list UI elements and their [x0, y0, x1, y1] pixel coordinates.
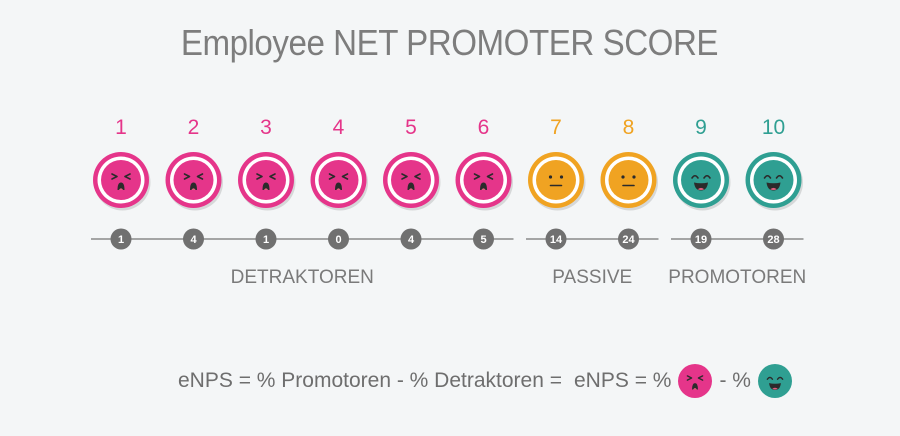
- score-label: 1: [115, 116, 127, 139]
- score-label: 8: [623, 116, 635, 139]
- frustrated-face-icon: [310, 152, 368, 211]
- count-badge: [400, 228, 422, 250]
- frustrated-face-icon: [238, 152, 296, 211]
- category-label: PASSIVE: [552, 267, 632, 288]
- category-label: DETRAKTOREN: [231, 267, 374, 288]
- count-label: 4: [190, 234, 197, 246]
- formula-right-start-text: eNPS = %: [574, 369, 672, 392]
- formula-left-text: eNPS = % Promotoren - % Detraktoren =: [178, 369, 562, 392]
- category-label: PROMOTOREN: [668, 267, 806, 288]
- score-label: 3: [260, 116, 272, 139]
- count-badge: [545, 228, 567, 250]
- frustrated-face-icon: [165, 152, 223, 211]
- count-label: 19: [695, 234, 707, 246]
- count-label: 1: [263, 234, 269, 246]
- happy-face-icon: [745, 152, 803, 211]
- count-badge: [328, 228, 349, 250]
- count-badge: [473, 228, 494, 250]
- happy-face-icon: [673, 152, 731, 211]
- happy-face-glyph: [757, 364, 792, 398]
- score-label: 2: [188, 116, 200, 139]
- score-label: 7: [550, 116, 562, 139]
- frustrated-face-glyph: [678, 364, 713, 398]
- count-badge: [110, 228, 132, 250]
- count-badge: [255, 228, 277, 250]
- score-label: 4: [333, 116, 345, 139]
- count-badge: [618, 228, 639, 250]
- count-label: 28: [767, 234, 779, 246]
- score-label: 10: [762, 116, 785, 139]
- chart-title: Employee NET PROMOTER SCORE: [180, 22, 719, 63]
- frustrated-face-icon: [383, 152, 441, 211]
- score-label: 5: [405, 116, 417, 139]
- happy-face-icon: [757, 364, 792, 398]
- count-label: 5: [480, 234, 486, 246]
- count-label: 0: [335, 234, 341, 246]
- neutral-face-icon: [600, 152, 658, 211]
- frustrated-face-icon: [678, 364, 713, 398]
- formula-right-mid-text: - %: [719, 369, 751, 392]
- frustrated-face-icon: [93, 152, 151, 211]
- count-label: 1: [118, 234, 124, 246]
- count-label: 4: [408, 234, 415, 246]
- count-badge: [690, 228, 712, 250]
- count-badge: [763, 228, 784, 250]
- neutral-face-icon: [528, 152, 586, 211]
- frustrated-face-icon: [455, 152, 513, 211]
- count-badge: [183, 228, 204, 250]
- count-label: 14: [550, 234, 563, 246]
- score-label: 6: [478, 116, 490, 139]
- enps-formula: eNPS = % Promotoren - % Detraktoren = eN…: [178, 364, 793, 398]
- count-label: 24: [622, 234, 635, 246]
- score-label: 9: [695, 116, 707, 139]
